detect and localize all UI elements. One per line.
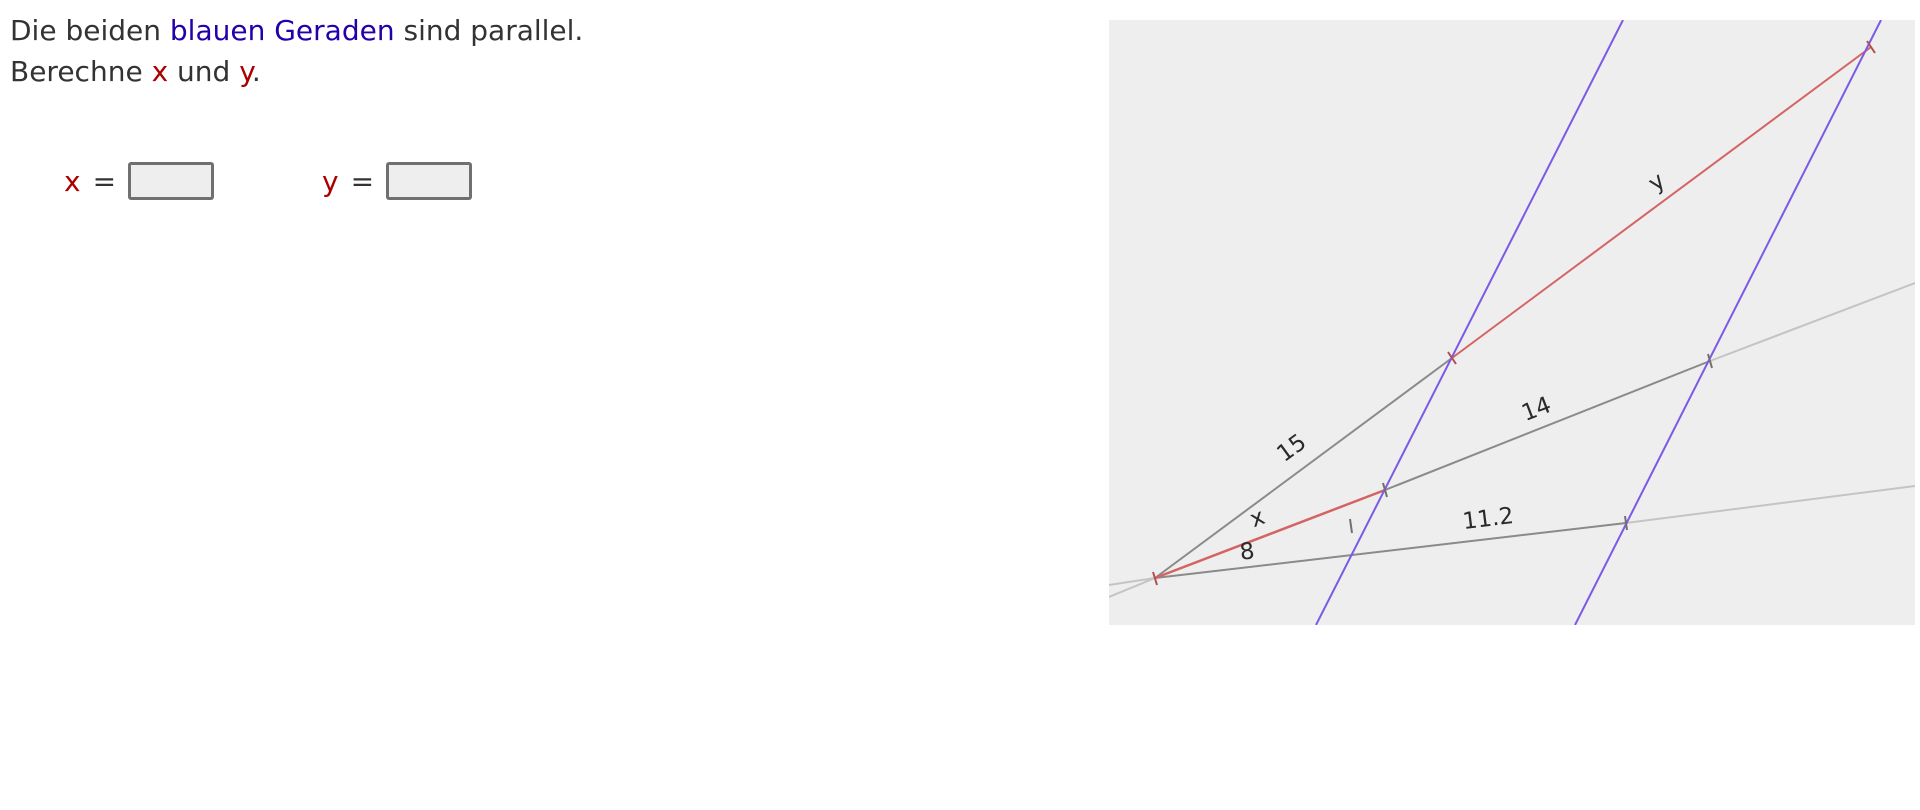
variable-x-highlight: x [151,55,169,88]
segment-8-and-11-2 [1154,522,1627,579]
answer-y-equals: = [350,164,375,198]
segment-x [1154,488,1386,580]
tick-upper-intersection [1447,351,1457,365]
answer-y-input[interactable] [386,162,473,200]
segment-14 [1384,360,1711,491]
label-11-2: 11.2 [1461,503,1515,535]
tick-vertex [1152,571,1158,586]
task-line-2-prefix: Berechne [10,55,152,88]
tick-marks-gray [1349,353,1713,534]
geometry-figure: y 15 14 x 8 11.2 [1109,20,1915,625]
figure-background [1109,20,1915,625]
task-line-1-suffix: sind parallel. [394,14,584,47]
task-line-2: Berechne x und y. [10,51,583,92]
answer-x-input[interactable] [128,162,215,200]
task-line-2-suffix: . [251,55,261,88]
ray-upper-extension-left [1109,577,1156,598]
tick-middle-intersection-right [1707,353,1713,369]
tick-lower-intersection-right [1624,515,1628,531]
tick-middle-intersection-left [1382,482,1388,498]
answer-y-label: y [322,164,339,198]
variable-y-highlight: y [239,55,252,88]
tick-marks-red [1152,40,1876,586]
answer-x-label: x [64,164,81,198]
geometry-figure-svg: y 15 14 x 8 11.2 [1109,20,1915,625]
answer-x-row: x = [64,161,215,201]
segment-y [1451,46,1872,359]
parallel-line-left [1315,20,1624,625]
segment-15 [1154,357,1453,579]
answer-x-equals: = [92,164,117,198]
ray-middle-extension [1709,282,1915,362]
tick-y-end [1866,40,1876,54]
ray-lower-extension [1625,485,1915,524]
task-line-2-mid: und [168,55,240,88]
task-text: Die beiden blauen Geraden sind parallel.… [10,10,583,92]
blue-lines-highlight: blauen Geraden [169,14,395,47]
task-line-1: Die beiden blauen Geraden sind parallel. [10,10,583,51]
ray-lower-extension-left [1109,577,1156,586]
task-line-1-prefix: Die beiden [10,14,170,47]
label-8: 8 [1238,538,1256,566]
answer-y-row: y = [322,161,473,201]
tick-lower-intersection-left [1349,518,1353,534]
